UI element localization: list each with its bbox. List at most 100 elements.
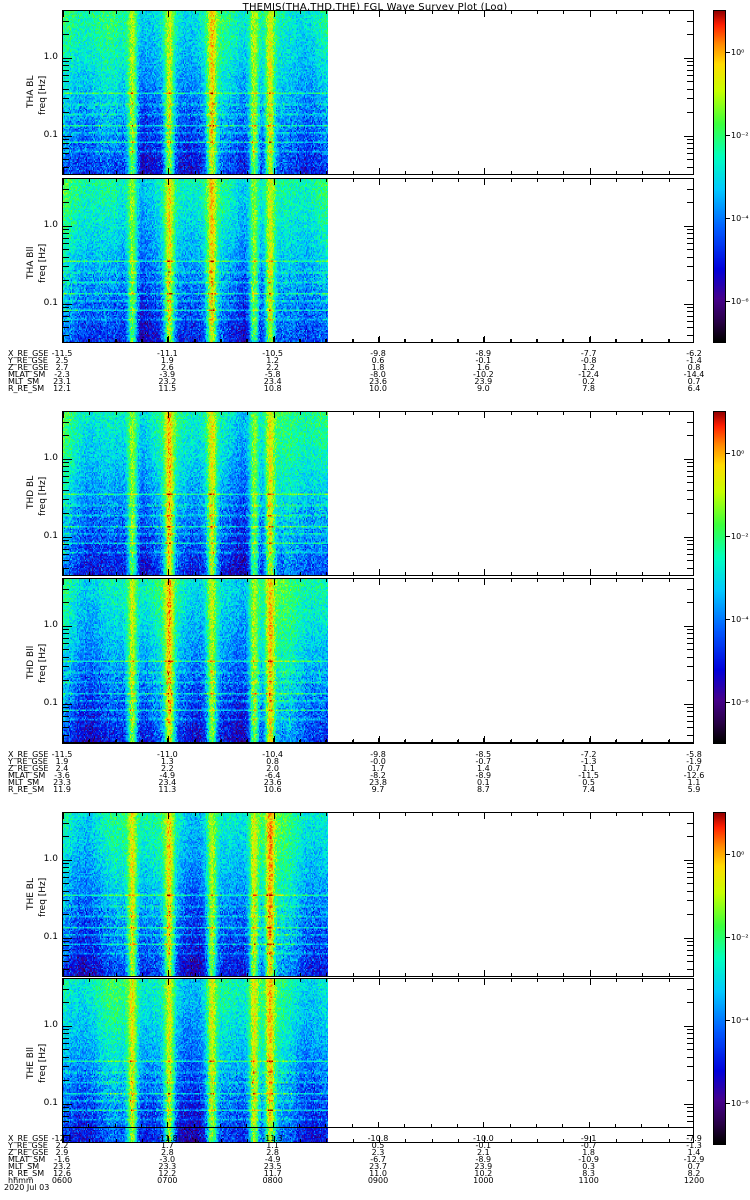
x-axis-minor-tick xyxy=(563,179,564,182)
time-axis-tick xyxy=(536,740,537,743)
time-axis-tick xyxy=(693,1122,694,1127)
x-axis-major-tick xyxy=(274,11,275,17)
y-axis-major-tick xyxy=(63,938,72,939)
x-axis-minor-tick xyxy=(405,412,406,415)
time-axis-tick xyxy=(167,738,168,743)
y-axis-minor-tick xyxy=(63,167,69,168)
annotation-value: 0700 xyxy=(157,1176,178,1185)
y-axis-minor-tick xyxy=(63,490,69,491)
annotation-value: -0.7 xyxy=(580,1141,597,1150)
annotation-row-label: R_RE_SM xyxy=(8,1169,45,1178)
x-axis-minor-tick xyxy=(669,973,670,976)
spectrogram-panel-thd-bll xyxy=(62,578,694,743)
y-axis-tick-label: 1.0 xyxy=(43,220,58,230)
x-axis-minor-tick xyxy=(458,179,459,182)
y-axis-minor-tick xyxy=(63,1116,69,1117)
annotation-value: 2.5 xyxy=(55,356,69,365)
x-axis-minor-tick xyxy=(195,572,196,575)
time-axis-tick xyxy=(536,1124,537,1127)
x-axis-minor-tick xyxy=(300,171,301,174)
y-axis-tick-label: 1.0 xyxy=(43,854,58,864)
annotation-value: 8.3 xyxy=(582,1169,596,1178)
x-axis-major-tick xyxy=(274,412,275,418)
y-axis-minor-tick xyxy=(687,316,693,317)
y-axis-minor-tick xyxy=(687,61,693,62)
x-axis-minor-tick xyxy=(221,11,222,14)
time-axis-tick xyxy=(88,1124,89,1127)
x-axis-minor-tick xyxy=(116,339,117,342)
y-axis-minor-tick xyxy=(63,435,69,436)
y-axis-minor-tick xyxy=(63,877,69,878)
y-axis-minor-tick xyxy=(63,143,69,144)
panel-name-label: THA Bll xyxy=(26,246,36,279)
annotation-value: -11.3 xyxy=(262,1134,283,1143)
annotation-value: 7.4 xyxy=(582,785,596,794)
y-axis-minor-tick xyxy=(687,435,693,436)
y-axis-title: freq [Hz] xyxy=(38,243,48,283)
y-axis-minor-tick xyxy=(63,1057,69,1058)
x-axis-minor-tick xyxy=(511,339,512,342)
y-axis-minor-tick xyxy=(63,961,69,962)
y-axis-minor-tick xyxy=(687,81,693,82)
colorbar-2 xyxy=(713,812,726,1145)
y-axis-minor-tick xyxy=(63,823,69,824)
spectrogram-image xyxy=(63,412,328,575)
x-axis-minor-tick xyxy=(221,412,222,415)
annotation-value: 12.6 xyxy=(53,1169,71,1178)
x-axis-major-tick xyxy=(379,168,380,174)
time-axis-tick xyxy=(693,337,694,342)
x-axis-major-tick xyxy=(484,168,485,174)
y-axis-tick-label: 0.1 xyxy=(43,698,58,708)
time-axis-tick xyxy=(693,738,694,743)
y-axis-minor-tick xyxy=(687,961,693,962)
x-axis-minor-tick xyxy=(300,572,301,575)
y-axis-minor-tick xyxy=(687,638,693,639)
y-axis-tick-label: 0.1 xyxy=(43,130,58,140)
x-axis-major-tick xyxy=(274,579,275,585)
annotation-value: 1.4 xyxy=(687,1148,701,1157)
x-axis-major-tick xyxy=(590,168,591,174)
x-axis-minor-tick xyxy=(511,171,512,174)
x-axis-minor-tick xyxy=(142,412,143,415)
y-axis-minor-tick xyxy=(687,735,693,736)
x-axis-major-tick xyxy=(63,813,64,819)
x-axis-major-tick xyxy=(168,168,169,174)
x-axis-minor-tick xyxy=(300,979,301,982)
annotation-value: 23.6 xyxy=(263,778,282,787)
x-axis-minor-tick xyxy=(669,1139,670,1142)
annotation-value: -11.5 xyxy=(51,750,73,759)
x-axis-minor-tick xyxy=(642,973,643,976)
x-axis-minor-tick xyxy=(642,412,643,415)
y-axis-tick-label: 1.0 xyxy=(43,52,58,62)
y-axis-minor-tick xyxy=(687,1043,693,1044)
annotation-value: -4.9 xyxy=(159,771,176,780)
y-axis-minor-tick xyxy=(63,867,69,868)
colorbar-tick xyxy=(726,135,730,136)
x-axis-major-tick xyxy=(484,336,485,342)
x-axis-major-tick xyxy=(590,736,591,742)
x-axis-major-tick xyxy=(590,179,591,185)
y-axis-minor-tick xyxy=(63,602,69,603)
x-axis-minor-tick xyxy=(458,979,459,982)
y-axis-minor-tick xyxy=(63,321,69,322)
y-axis-major-tick xyxy=(63,1026,72,1027)
x-axis-minor-tick xyxy=(432,1139,433,1142)
x-axis-minor-tick xyxy=(353,412,354,415)
annotation-value: -12.1 xyxy=(51,1134,73,1143)
x-axis-minor-tick xyxy=(326,339,327,342)
x-axis-minor-tick xyxy=(353,1139,354,1142)
x-axis-minor-tick xyxy=(221,339,222,342)
y-axis-minor-tick xyxy=(63,643,69,644)
y-axis-minor-tick xyxy=(63,863,69,864)
y-axis-minor-tick xyxy=(63,891,69,892)
x-axis-minor-tick xyxy=(405,739,406,742)
y-axis-major-tick xyxy=(63,537,72,538)
y-axis-minor-tick xyxy=(63,139,69,140)
y-axis-minor-tick xyxy=(63,900,69,901)
x-axis-minor-tick xyxy=(326,579,327,582)
y-axis-major-tick xyxy=(684,136,693,137)
x-axis-major-tick xyxy=(168,736,169,742)
x-axis-major-tick xyxy=(590,1136,591,1142)
x-axis-minor-tick xyxy=(616,171,617,174)
time-axis-tick xyxy=(194,339,195,342)
